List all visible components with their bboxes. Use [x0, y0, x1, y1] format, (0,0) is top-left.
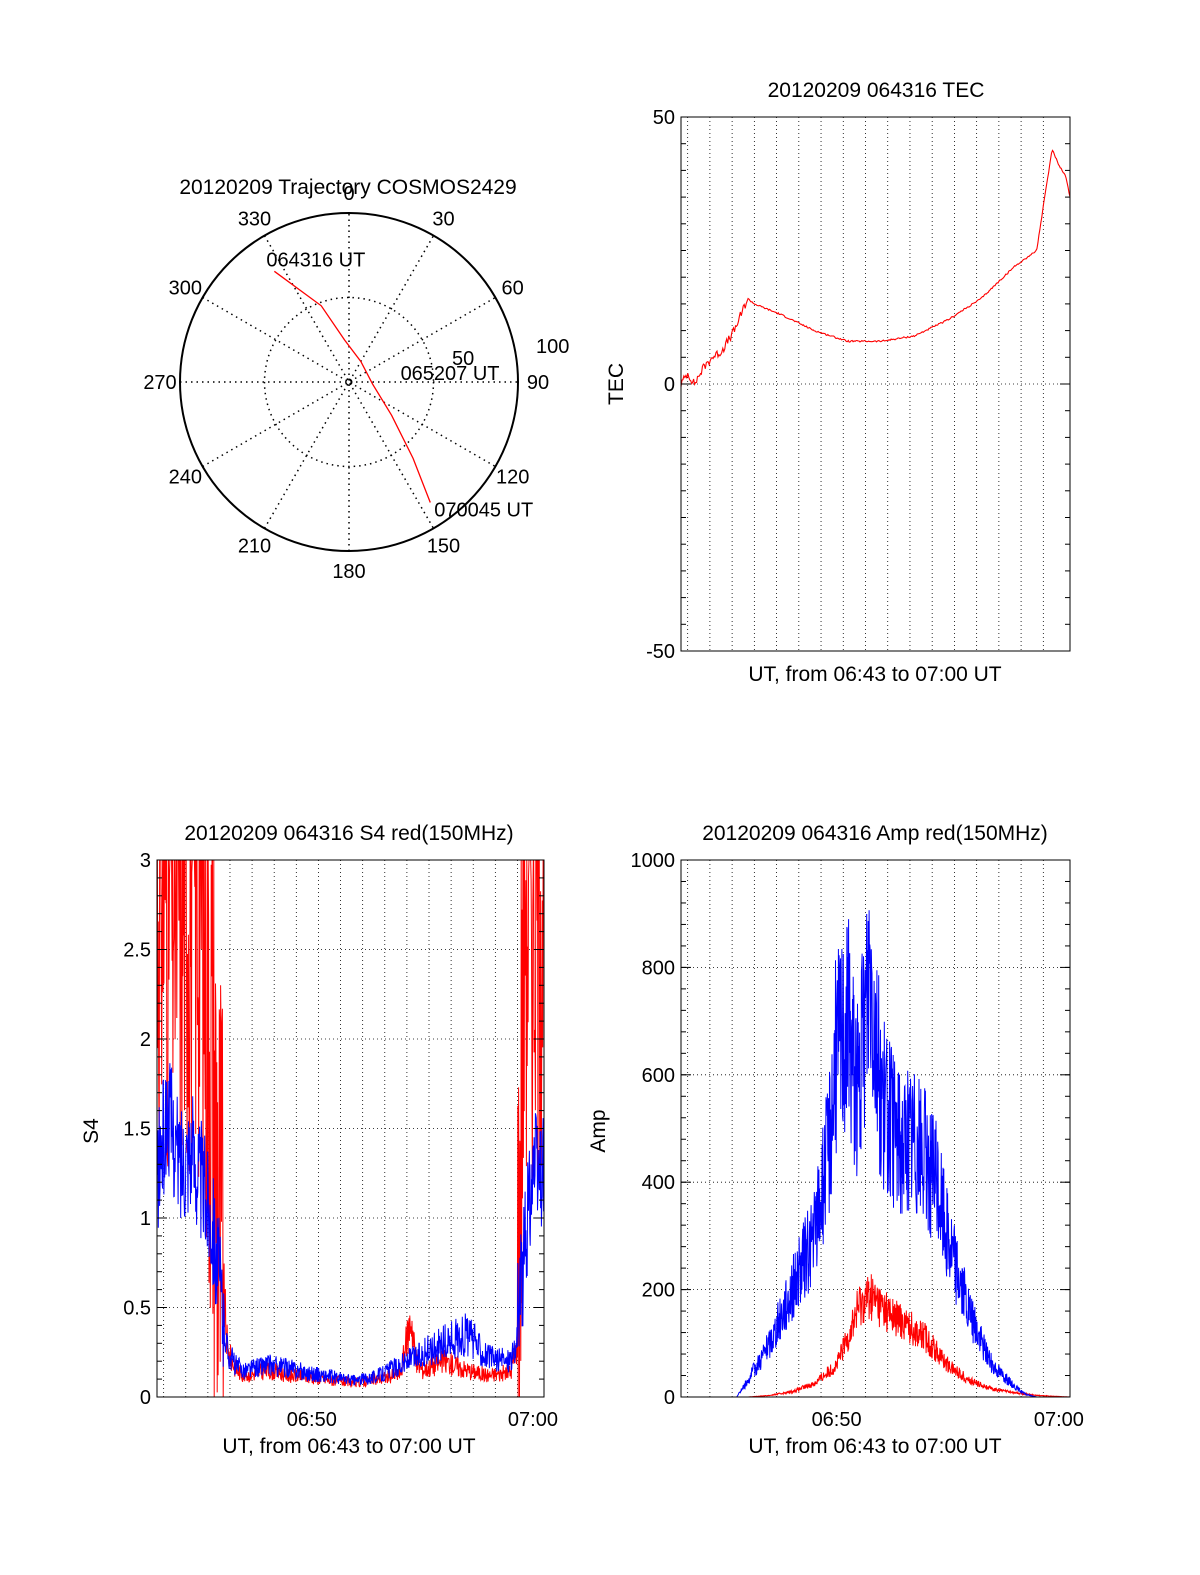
s4-ytick-label: 0.5 — [123, 1298, 151, 1320]
polar-angle-label: 60 — [502, 278, 524, 300]
tec-ylabel: TEC — [605, 363, 628, 405]
s4-x-tick-labels: 06:50 07:00 — [287, 1409, 558, 1431]
amp-ytick-label: 200 — [642, 1280, 675, 1302]
polar-angle-label: 90 — [527, 372, 549, 394]
tec-grid — [681, 117, 1070, 651]
polar-angle-label: 150 — [427, 536, 460, 558]
s4-chart: 20120209 064316 S4 red(150MHz) 0 0.5 1 1.5 2… — [80, 822, 558, 1458]
polar-spoke — [202, 296, 496, 468]
amp-ytick-label: 0 — [664, 1387, 675, 1409]
s4-xtick-label: 06:50 — [287, 1409, 337, 1431]
polar-angle-labels: 0 30 60 90 120 150 180 210 240 270 300 330 — [143, 183, 549, 583]
polar-angle-label: 120 — [496, 467, 529, 489]
amp-plot-frame — [680, 859, 1071, 1398]
amp-grid — [681, 860, 1070, 1397]
polar-radius-label: 50 — [452, 348, 474, 370]
amp-x-tick-labels: 06:50 07:00 — [812, 1409, 1084, 1431]
polar-angle-label: 30 — [432, 208, 454, 230]
amp-ytick-label: 1000 — [631, 850, 676, 872]
tec-series-line — [680, 149, 1071, 387]
s4-series-line — [156, 1063, 545, 1386]
polar-angle-label: 330 — [238, 208, 271, 230]
tec-title: 20120209 064316 TEC — [768, 79, 985, 102]
tec-y-tick-labels: -50 0 50 — [646, 107, 675, 663]
s4-ytick-label: 0 — [140, 1387, 151, 1409]
polar-angle-label: 0 — [343, 183, 354, 205]
amp-series-line — [681, 910, 1070, 1398]
polar-radius-labels: 50 100 — [452, 336, 569, 370]
polar-angle-label: 180 — [332, 561, 365, 583]
polar-spoke — [263, 235, 435, 529]
polar-spoke — [202, 296, 496, 468]
amp-series-line — [681, 1274, 1070, 1398]
tec-ytick-label: 0 — [664, 374, 675, 396]
s4-y-tick-labels: 0 0.5 1 1.5 2 2.5 3 — [123, 850, 151, 1409]
s4-ytick-label: 1.5 — [123, 1119, 151, 1141]
polar-angle-label: 210 — [238, 536, 271, 558]
amp-y-tick-labels: 0 200 400 600 800 1000 — [631, 850, 676, 1409]
s4-xlabel: UT, from 06:43 to 07:00 UT — [222, 1435, 475, 1458]
s4-ytick-label: 3 — [140, 850, 151, 872]
tec-ticks — [681, 116, 1070, 652]
s4-series — [156, 859, 545, 1398]
amp-ytick-label: 800 — [642, 957, 675, 979]
s4-xtick-label: 07:00 — [508, 1409, 558, 1431]
amp-title: 20120209 064316 Amp red(150MHz) — [702, 822, 1048, 845]
trajectory-time-label: 064316 UT — [266, 249, 365, 271]
polar-angle-label: 240 — [169, 467, 202, 489]
s4-ticks — [157, 859, 544, 1398]
amp-ytick-label: 600 — [642, 1065, 675, 1087]
amp-chart: 20120209 064316 Amp red(150MHz) 0 200 400 6… — [587, 822, 1084, 1458]
tec-xlabel: UT, from 06:43 to 07:00 UT — [748, 663, 1001, 686]
amp-ylabel: Amp — [587, 1109, 610, 1152]
amp-xlabel: UT, from 06:43 to 07:00 UT — [748, 1435, 1001, 1458]
s4-ytick-label: 2 — [140, 1029, 151, 1051]
tec-chart: 20120209 064316 TEC -50 0 50 UT, from 06:4… — [605, 79, 1071, 686]
tec-ytick-label: 50 — [653, 107, 675, 129]
polar-radius-label: 100 — [536, 336, 569, 358]
trajectory-time-label: 065207 UT — [401, 363, 500, 385]
amp-ytick-label: 400 — [642, 1172, 675, 1194]
tec-ytick-label: -50 — [646, 641, 675, 663]
polar-angle-label: 300 — [169, 278, 202, 300]
amp-ticks — [681, 859, 1070, 1398]
tec-series — [680, 149, 1071, 387]
polar-trajectory-chart: 20120209 Trajectory COSMOS2429 0 30 60 90 12… — [143, 176, 569, 583]
trajectory-time-label: 070045 UT — [434, 499, 533, 521]
s4-ytick-label: 1 — [140, 1208, 151, 1230]
amp-xtick-label: 06:50 — [812, 1409, 862, 1431]
tec-plot-frame — [680, 116, 1071, 652]
amp-series — [681, 910, 1070, 1398]
polar-title: 20120209 Trajectory COSMOS2429 — [179, 176, 516, 199]
trajectory-line — [273, 270, 431, 503]
polar-angle-label: 270 — [143, 372, 176, 394]
s4-ylabel: S4 — [80, 1118, 103, 1144]
polar-trajectory: 064316 UT 065207 UT 070045 UT — [266, 249, 533, 521]
s4-ytick-label: 2.5 — [123, 940, 151, 962]
s4-title: 20120209 064316 S4 red(150MHz) — [184, 822, 513, 845]
amp-xtick-label: 07:00 — [1034, 1409, 1084, 1431]
